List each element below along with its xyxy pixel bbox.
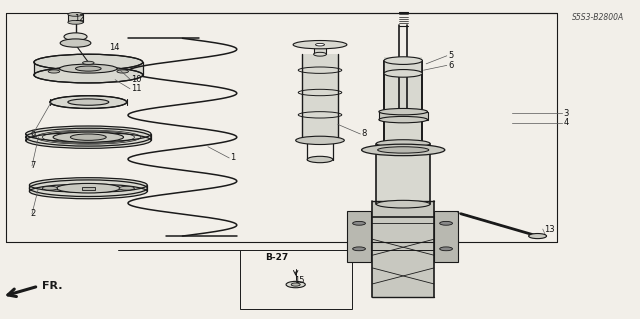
Text: 7: 7 [31,161,36,170]
Ellipse shape [50,96,127,108]
Ellipse shape [48,70,60,73]
Text: 4: 4 [563,118,568,127]
Bar [384,57,422,75]
Ellipse shape [34,54,143,70]
Bar [240,250,352,309]
Ellipse shape [384,57,422,64]
Bar [26,134,151,140]
Text: B-27: B-27 [266,253,289,262]
Bar [68,14,83,22]
Ellipse shape [379,108,428,115]
Bar [376,144,430,204]
Ellipse shape [307,156,333,163]
Ellipse shape [291,283,300,286]
Ellipse shape [117,70,129,73]
Ellipse shape [353,221,365,225]
Ellipse shape [529,234,547,239]
Ellipse shape [26,126,151,142]
Ellipse shape [34,67,143,83]
Bar [347,211,371,262]
Ellipse shape [60,39,91,47]
Ellipse shape [440,221,452,225]
Bar [302,54,338,140]
Text: 8: 8 [362,130,367,138]
Bar [384,61,422,144]
Text: 9: 9 [31,131,36,140]
Text: 10: 10 [131,75,141,84]
Bar [434,211,458,262]
Text: 3: 3 [563,109,568,118]
Ellipse shape [384,70,422,77]
Ellipse shape [293,41,347,49]
Ellipse shape [26,132,151,148]
Ellipse shape [286,281,305,288]
Ellipse shape [379,116,428,123]
Text: 1: 1 [230,153,236,162]
Text: 5: 5 [448,51,453,60]
Ellipse shape [53,132,124,142]
Bar [314,45,326,54]
Ellipse shape [29,178,147,192]
Ellipse shape [376,140,430,147]
Ellipse shape [378,147,429,153]
Ellipse shape [56,183,120,193]
Ellipse shape [70,134,106,140]
Text: S5S3-B2800A: S5S3-B2800A [572,13,624,22]
Ellipse shape [119,186,134,190]
Ellipse shape [76,66,101,71]
Ellipse shape [29,184,147,199]
Ellipse shape [440,247,452,251]
Text: FR.: FR. [42,280,62,291]
Ellipse shape [68,99,109,105]
Text: 2: 2 [31,209,36,218]
Ellipse shape [376,200,430,208]
Text: 6: 6 [448,61,453,70]
Text: 15: 15 [294,276,305,285]
Ellipse shape [68,20,83,24]
Ellipse shape [316,43,324,46]
Ellipse shape [362,144,445,156]
Ellipse shape [64,33,87,41]
Text: 13: 13 [544,225,555,234]
Bar [29,185,147,191]
Bar [379,112,428,120]
Bar [372,201,434,297]
Ellipse shape [26,128,151,146]
Ellipse shape [29,180,147,197]
Text: 12: 12 [74,14,84,23]
Ellipse shape [83,61,94,64]
Ellipse shape [68,12,83,16]
Ellipse shape [296,136,344,145]
Bar [34,62,143,75]
Bar [82,187,95,190]
Ellipse shape [353,247,365,251]
Text: 14: 14 [109,43,119,52]
Ellipse shape [42,186,58,190]
Ellipse shape [314,52,326,56]
Ellipse shape [60,64,117,73]
Text: 11: 11 [131,84,141,93]
